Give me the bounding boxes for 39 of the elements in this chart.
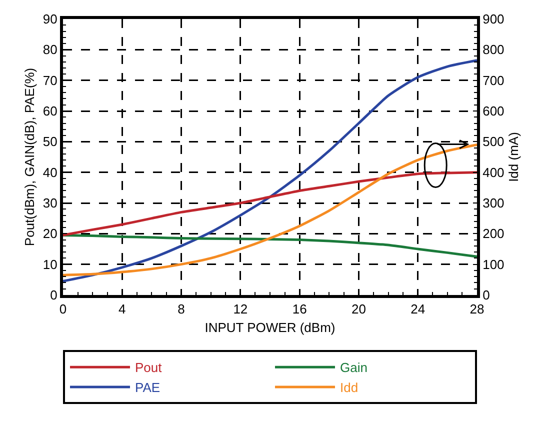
x-axis-title: INPUT POWER (dBm) xyxy=(204,320,336,336)
y2-tick-label: 600 xyxy=(482,104,504,119)
y-tick-label: 70 xyxy=(42,72,58,88)
y2-tick-label: 0 xyxy=(482,288,490,303)
y-tick-label: 40 xyxy=(42,164,58,180)
y-tick-label: 30 xyxy=(42,196,58,211)
line-series xyxy=(63,59,477,282)
legend-label: Idd xyxy=(340,380,358,396)
y-tick-label: 60 xyxy=(42,104,58,119)
y-axis-title: Pout(dBm), GAIN(dB), PAE(%) xyxy=(22,68,37,246)
x-tick-label: 28 xyxy=(470,302,484,317)
y-tick-label: 50 xyxy=(42,134,58,150)
y2-tick-label: 200 xyxy=(482,226,504,242)
line-series xyxy=(63,234,477,258)
y-tick-label: 90 xyxy=(42,12,58,27)
line-series xyxy=(63,171,477,236)
x-tick-label: 24 xyxy=(410,302,426,317)
y2-tick-label: 900 xyxy=(482,12,504,27)
y2-axis-title: Idd (mA) xyxy=(506,132,521,182)
x-tick-label: 4 xyxy=(118,302,126,317)
y2-tick-label: 500 xyxy=(482,134,504,150)
legend-label: Pout xyxy=(135,360,162,376)
y2-tick-label: 100 xyxy=(482,256,504,272)
y2-tick-label: 300 xyxy=(482,196,504,211)
y-tick-label: 0 xyxy=(50,288,58,303)
legend-label: PAE xyxy=(135,380,160,396)
x-tick-label: 0 xyxy=(59,302,67,317)
y-tick-label: 10 xyxy=(42,256,58,272)
y2-tick-label: 700 xyxy=(482,72,504,88)
x-tick-label: 12 xyxy=(233,302,248,317)
legend-label: Gain xyxy=(340,360,368,376)
y2-tick-label: 800 xyxy=(482,42,504,58)
y-tick-label: 20 xyxy=(42,226,58,242)
x-tick-label: 16 xyxy=(292,302,307,317)
x-tick-label: 8 xyxy=(178,302,185,317)
y-tick-label: 80 xyxy=(42,42,58,58)
line-series xyxy=(63,143,477,276)
y2-tick-label: 400 xyxy=(482,164,504,180)
x-tick-label: 20 xyxy=(351,302,366,317)
